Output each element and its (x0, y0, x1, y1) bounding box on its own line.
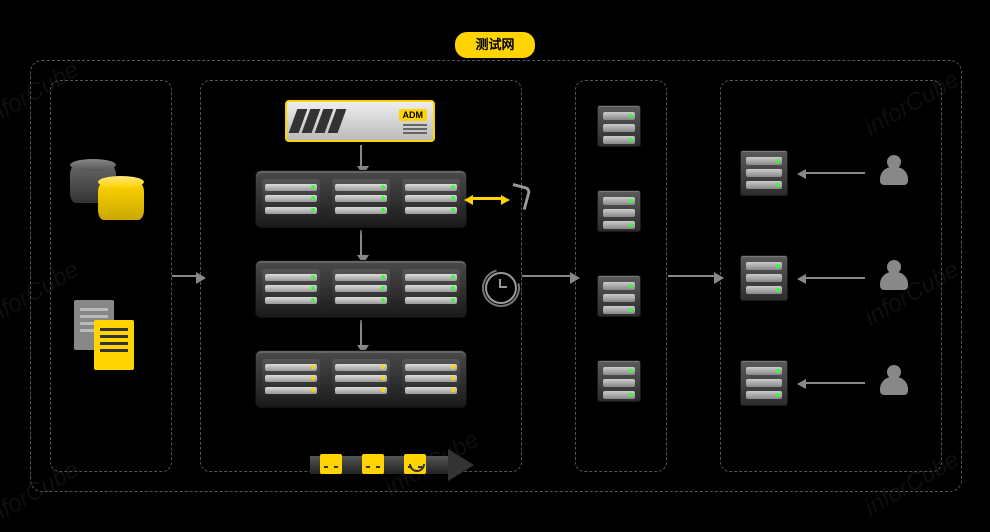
flow-arrow-left-icon (805, 382, 865, 384)
adm-label: ADM (399, 109, 428, 121)
server-icon (740, 255, 788, 301)
bidir-arrow-icon (472, 197, 502, 200)
clock-icon (485, 272, 517, 304)
server-rack-accent (255, 350, 467, 408)
server-icon (597, 275, 641, 317)
diagram-title-badge: 测试网 (455, 32, 535, 58)
data-block-smile-icon (404, 454, 426, 474)
flow-arrow-icon (668, 275, 716, 277)
server-icon (597, 360, 641, 402)
flow-arrow-icon (172, 275, 198, 277)
flow-arrow-left-icon (805, 172, 865, 174)
server-icon (597, 105, 641, 147)
server-icon (597, 190, 641, 232)
data-block-icon (362, 454, 384, 474)
column-sources (50, 80, 172, 472)
flow-arrow-down-icon (360, 230, 362, 256)
user-icon (880, 365, 908, 395)
user-icon (880, 155, 908, 185)
adm-module: ADM (285, 100, 435, 142)
flow-arrow-left-icon (805, 277, 865, 279)
server-icon (740, 360, 788, 406)
flow-arrow-icon (522, 275, 572, 277)
server-rack (255, 170, 467, 228)
data-block-icon (320, 454, 342, 474)
adm-stripes-icon (293, 109, 342, 133)
user-icon (880, 260, 908, 290)
server-rack (255, 260, 467, 318)
document-icon-accent (94, 320, 134, 370)
flow-arrow-down-icon (360, 145, 362, 167)
database-icon-accent (98, 182, 144, 220)
flow-arrow-down-icon (360, 320, 362, 346)
server-icon (740, 150, 788, 196)
adm-lines-icon (403, 124, 427, 134)
